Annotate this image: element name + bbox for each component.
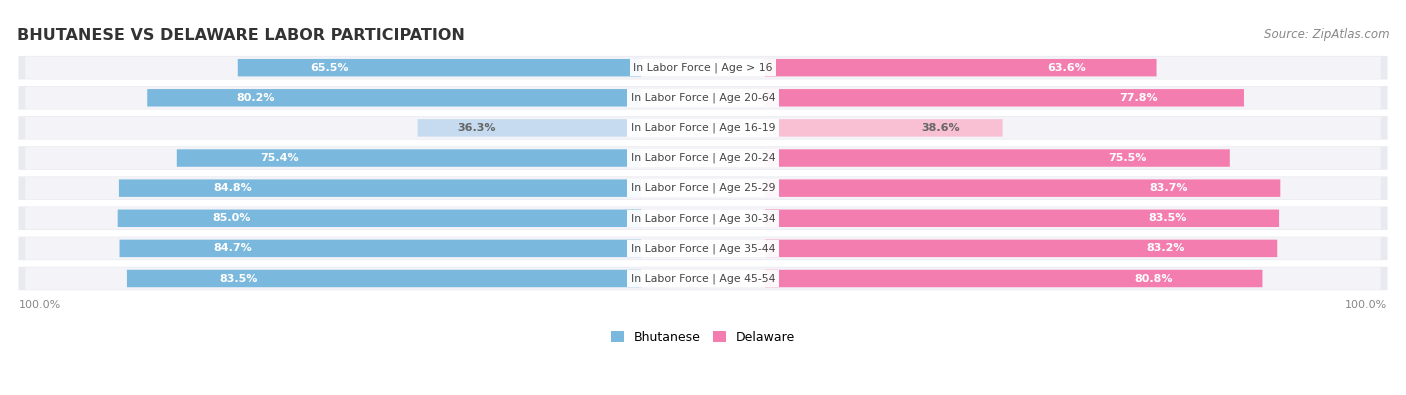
Legend: Bhutanese, Delaware: Bhutanese, Delaware [606, 326, 800, 349]
Text: 84.7%: 84.7% [214, 243, 252, 253]
FancyBboxPatch shape [25, 267, 1381, 290]
FancyBboxPatch shape [765, 209, 1279, 227]
FancyBboxPatch shape [18, 237, 1388, 260]
FancyBboxPatch shape [765, 59, 1157, 76]
FancyBboxPatch shape [765, 149, 1230, 167]
Text: 77.8%: 77.8% [1119, 93, 1157, 103]
Text: In Labor Force | Age 25-29: In Labor Force | Age 25-29 [631, 183, 775, 194]
FancyBboxPatch shape [25, 56, 1381, 79]
Text: 84.8%: 84.8% [212, 183, 252, 193]
FancyBboxPatch shape [418, 119, 641, 137]
Text: BHUTANESE VS DELAWARE LABOR PARTICIPATION: BHUTANESE VS DELAWARE LABOR PARTICIPATIO… [17, 28, 465, 43]
FancyBboxPatch shape [18, 267, 1388, 290]
Text: 80.8%: 80.8% [1135, 273, 1173, 284]
Text: In Labor Force | Age 45-54: In Labor Force | Age 45-54 [631, 273, 775, 284]
FancyBboxPatch shape [127, 270, 641, 287]
FancyBboxPatch shape [25, 87, 1381, 109]
Text: 83.5%: 83.5% [1149, 213, 1187, 223]
FancyBboxPatch shape [765, 240, 1277, 257]
FancyBboxPatch shape [18, 207, 1388, 230]
Text: 75.4%: 75.4% [260, 153, 299, 163]
FancyBboxPatch shape [18, 86, 1388, 109]
Text: In Labor Force | Age 16-19: In Labor Force | Age 16-19 [631, 123, 775, 133]
FancyBboxPatch shape [120, 240, 641, 257]
FancyBboxPatch shape [25, 117, 1381, 139]
Text: In Labor Force | Age 20-24: In Labor Force | Age 20-24 [631, 153, 775, 163]
FancyBboxPatch shape [120, 179, 641, 197]
Text: 100.0%: 100.0% [18, 299, 60, 310]
Text: 83.5%: 83.5% [219, 273, 257, 284]
FancyBboxPatch shape [18, 116, 1388, 140]
Text: 65.5%: 65.5% [311, 63, 349, 73]
Text: In Labor Force | Age > 16: In Labor Force | Age > 16 [633, 62, 773, 73]
Text: In Labor Force | Age 35-44: In Labor Force | Age 35-44 [631, 243, 775, 254]
FancyBboxPatch shape [148, 89, 641, 107]
Text: 36.3%: 36.3% [458, 123, 496, 133]
FancyBboxPatch shape [765, 179, 1281, 197]
FancyBboxPatch shape [25, 207, 1381, 229]
Text: 83.2%: 83.2% [1146, 243, 1185, 253]
FancyBboxPatch shape [25, 177, 1381, 199]
FancyBboxPatch shape [18, 177, 1388, 200]
Text: 75.5%: 75.5% [1108, 153, 1146, 163]
Text: 63.6%: 63.6% [1047, 63, 1085, 73]
FancyBboxPatch shape [765, 119, 1002, 137]
Text: 85.0%: 85.0% [212, 213, 250, 223]
Text: In Labor Force | Age 30-34: In Labor Force | Age 30-34 [631, 213, 775, 224]
Text: 100.0%: 100.0% [1346, 299, 1388, 310]
FancyBboxPatch shape [25, 147, 1381, 169]
FancyBboxPatch shape [18, 56, 1388, 79]
FancyBboxPatch shape [765, 89, 1244, 107]
Text: 80.2%: 80.2% [236, 93, 274, 103]
Text: Source: ZipAtlas.com: Source: ZipAtlas.com [1264, 28, 1389, 41]
FancyBboxPatch shape [765, 270, 1263, 287]
FancyBboxPatch shape [25, 237, 1381, 260]
Text: In Labor Force | Age 20-64: In Labor Force | Age 20-64 [631, 92, 775, 103]
Text: 38.6%: 38.6% [921, 123, 960, 133]
Text: 83.7%: 83.7% [1149, 183, 1188, 193]
FancyBboxPatch shape [118, 209, 641, 227]
FancyBboxPatch shape [18, 146, 1388, 170]
FancyBboxPatch shape [177, 149, 641, 167]
FancyBboxPatch shape [238, 59, 641, 76]
